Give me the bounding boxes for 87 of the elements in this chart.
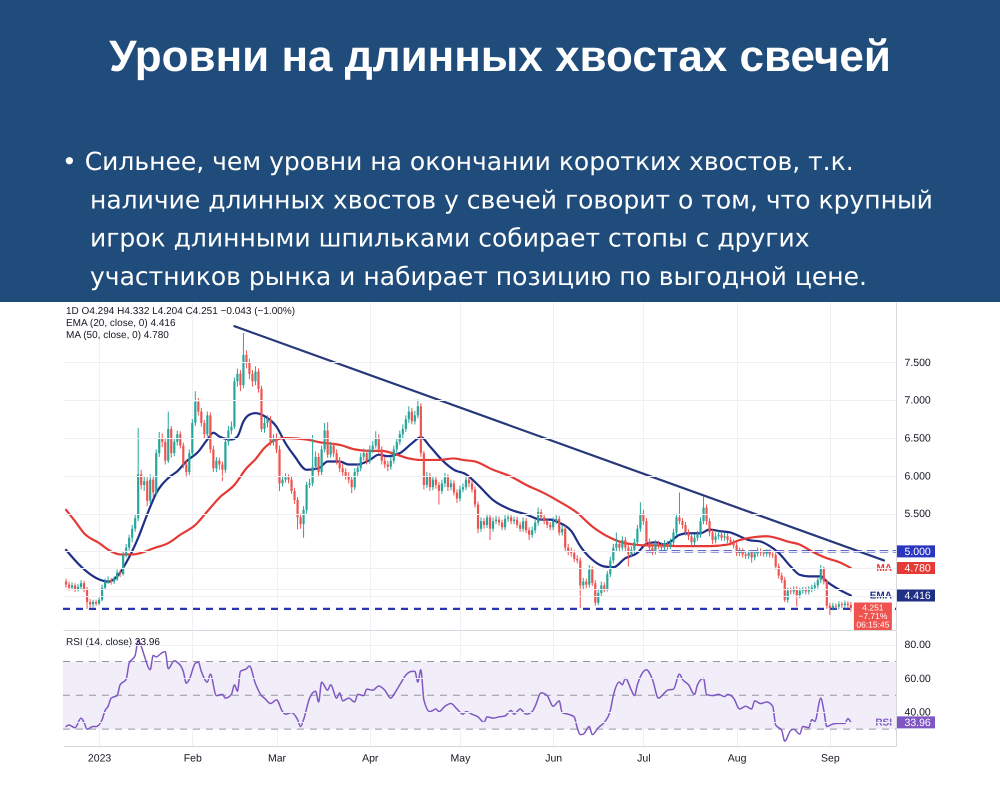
x-tick-label: 2023 <box>88 752 112 764</box>
x-tick-label: Apr <box>362 752 379 764</box>
candlestick <box>318 452 320 476</box>
candlestick <box>140 469 142 490</box>
x-tick-label: Mar <box>268 752 287 764</box>
y-tick-label: 6.500 <box>904 432 931 445</box>
y-tick-label: 7.000 <box>904 394 931 407</box>
candlestick <box>80 580 82 590</box>
x-tick-label: May <box>450 752 472 764</box>
candlestick <box>546 518 548 528</box>
candlestick <box>152 475 154 498</box>
candlestick <box>798 587 801 599</box>
y-tick-label: 40.00 <box>904 706 931 719</box>
x-tick-label: Aug <box>728 752 747 764</box>
candlestick <box>564 525 566 552</box>
candlestick <box>374 430 377 450</box>
candlestick <box>690 532 693 547</box>
candlestick <box>516 516 518 528</box>
candlestick <box>603 582 606 593</box>
candlestick <box>750 549 753 564</box>
candlestick <box>254 366 257 386</box>
y-tick-label: 4.780 <box>904 562 931 575</box>
candlestick <box>522 516 524 532</box>
candlestick <box>480 516 482 532</box>
candlestick <box>796 586 798 608</box>
candlestick <box>149 474 152 504</box>
x-tick-label: Jun <box>545 752 562 764</box>
candlestick <box>432 475 434 491</box>
candlestick <box>458 485 462 502</box>
candlestick <box>164 438 166 465</box>
line-series <box>65 640 852 742</box>
candlestick <box>621 536 624 552</box>
candlestick <box>410 407 413 425</box>
candlestick <box>552 516 554 531</box>
candlestick <box>281 475 284 487</box>
chart-subtitle: • Сильнее, чем уровни на окончании коротких хвостов, т.к. наличие длинных хвостов у свечей говорит о том, что крупный игрок длинными шпильками собирает стопы с других участников рынка и набирает позицию по выгодной цене. <box>62 147 933 291</box>
candlestick <box>330 441 332 458</box>
candlestick <box>492 516 494 532</box>
line-series <box>64 436 852 570</box>
x-tick-label: Jul <box>637 752 651 764</box>
candlestick <box>618 540 620 552</box>
candlestick <box>754 550 756 561</box>
y-tick-label: 4.416 <box>904 590 931 602</box>
candlestick <box>221 460 224 482</box>
y-tick-label: 5.000 <box>904 546 931 558</box>
y-tick-label: 80.00 <box>904 639 931 652</box>
candlestick <box>263 416 266 434</box>
x-tick-label: Sep <box>820 752 840 764</box>
candlestick <box>206 411 208 438</box>
candlestick <box>486 513 488 528</box>
chart-title: Уровни на длинных хвостах свечей <box>109 32 891 81</box>
candlestick <box>693 534 696 546</box>
y-tick-label: 60.00 <box>904 672 931 685</box>
y-tick-label: 5.500 <box>904 508 931 520</box>
candlestick <box>558 515 560 536</box>
candlestick <box>368 445 371 464</box>
candlestick <box>215 456 218 473</box>
x-tick-label: Feb <box>184 752 202 764</box>
candlestick <box>784 576 786 603</box>
annotation: MA (50, close, 0) 4.780 <box>66 330 170 341</box>
candlestick <box>585 578 588 589</box>
candlestick <box>354 468 356 491</box>
candlestick <box>350 475 353 494</box>
candlestick <box>573 549 576 562</box>
candlestick <box>500 519 504 531</box>
candlestick <box>561 524 564 536</box>
candlestick <box>786 587 789 604</box>
annotation: EMA (20, close, 0) 4.416 <box>66 318 176 329</box>
candlestick <box>366 450 368 465</box>
candlestick <box>360 452 362 472</box>
line-series <box>64 412 852 597</box>
candlestick <box>588 564 590 588</box>
candlestick <box>344 468 347 480</box>
candlestick <box>684 521 687 536</box>
annotation: 4.251 −7.71% 06:15:45 <box>856 602 890 630</box>
candlestick <box>116 569 118 582</box>
y-tick-label: 33.96 <box>904 716 931 729</box>
candlestick <box>582 577 584 590</box>
candlestick <box>143 476 146 492</box>
candlestick <box>146 476 148 507</box>
candlestick <box>464 475 468 491</box>
y-tick-label: 7.500 <box>904 356 931 369</box>
candlestick <box>386 460 389 472</box>
y-tick-label: 6.000 <box>904 470 931 482</box>
candlestick <box>482 518 486 530</box>
annotation: 1D O4.294 H4.332 L4.204 C4.251 −0.043 (−1.00%) <box>66 306 296 317</box>
candlestick <box>438 481 440 506</box>
